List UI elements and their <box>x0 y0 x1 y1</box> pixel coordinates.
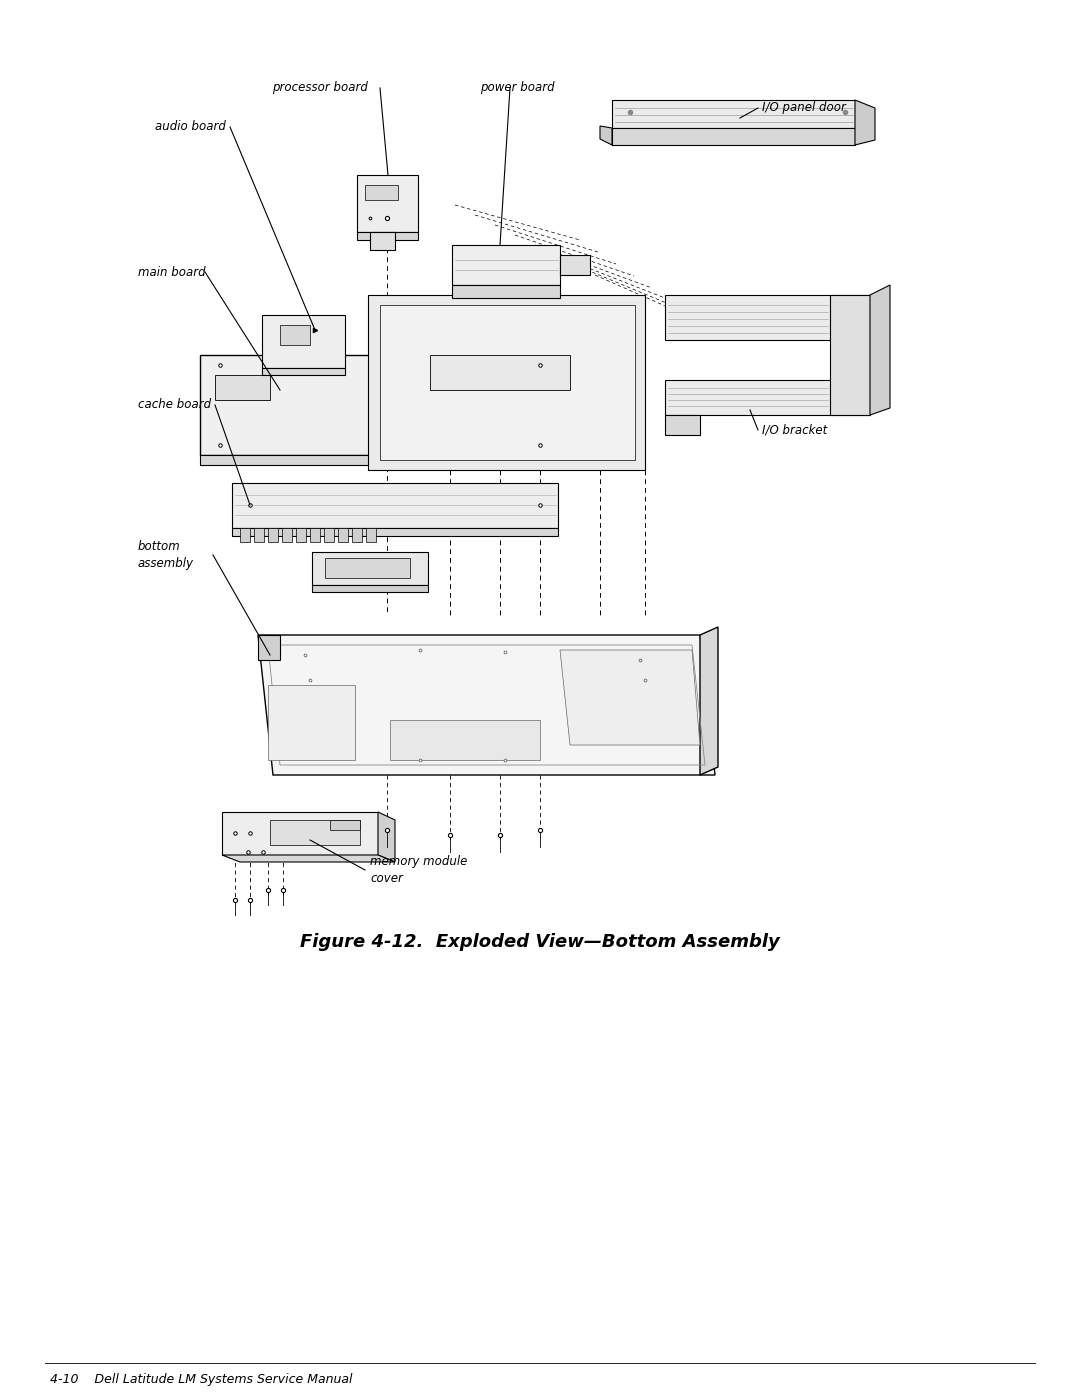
Polygon shape <box>254 528 264 542</box>
Polygon shape <box>232 483 558 528</box>
Polygon shape <box>378 812 395 862</box>
Polygon shape <box>453 244 561 285</box>
Polygon shape <box>312 552 428 585</box>
Text: I/O bracket: I/O bracket <box>762 423 827 436</box>
Polygon shape <box>600 126 612 145</box>
Polygon shape <box>270 820 360 845</box>
Polygon shape <box>352 528 362 542</box>
Polygon shape <box>561 650 700 745</box>
Polygon shape <box>368 295 645 469</box>
Polygon shape <box>855 101 875 145</box>
Polygon shape <box>357 175 418 232</box>
Polygon shape <box>268 528 278 542</box>
Polygon shape <box>700 627 718 775</box>
Polygon shape <box>200 355 570 455</box>
Polygon shape <box>612 101 855 129</box>
Polygon shape <box>258 636 715 775</box>
Polygon shape <box>262 314 345 367</box>
Polygon shape <box>268 685 355 760</box>
Polygon shape <box>831 295 870 415</box>
Polygon shape <box>280 326 310 345</box>
Text: bottom
assembly: bottom assembly <box>138 541 194 570</box>
Polygon shape <box>310 528 320 542</box>
Polygon shape <box>430 355 570 390</box>
Text: audio board: audio board <box>156 120 226 134</box>
Text: Figure 4-12.  Exploded View—Bottom Assembly: Figure 4-12. Exploded View—Bottom Assemb… <box>300 933 780 951</box>
Polygon shape <box>665 415 700 434</box>
Polygon shape <box>262 367 345 374</box>
Polygon shape <box>390 719 540 760</box>
Polygon shape <box>200 455 570 465</box>
Polygon shape <box>258 636 280 659</box>
Text: power board: power board <box>480 81 555 95</box>
Text: memory module
cover: memory module cover <box>370 855 468 884</box>
Polygon shape <box>312 585 428 592</box>
Polygon shape <box>453 285 561 298</box>
Polygon shape <box>365 184 399 200</box>
Polygon shape <box>215 374 270 400</box>
Polygon shape <box>222 855 395 862</box>
Polygon shape <box>240 528 249 542</box>
Text: 4-10    Dell Latitude LM Systems Service Manual: 4-10 Dell Latitude LM Systems Service Ma… <box>50 1373 352 1386</box>
Polygon shape <box>370 232 395 250</box>
Polygon shape <box>324 528 334 542</box>
Polygon shape <box>325 557 410 578</box>
Polygon shape <box>665 295 870 339</box>
Polygon shape <box>665 380 870 415</box>
Polygon shape <box>870 285 890 415</box>
Polygon shape <box>338 528 348 542</box>
Polygon shape <box>561 256 590 275</box>
Text: I/O panel door: I/O panel door <box>762 102 846 115</box>
Polygon shape <box>282 528 292 542</box>
Polygon shape <box>330 820 360 830</box>
Polygon shape <box>232 528 558 536</box>
Polygon shape <box>296 528 306 542</box>
Polygon shape <box>380 305 635 460</box>
Text: cache board: cache board <box>138 398 211 412</box>
Text: processor board: processor board <box>272 81 368 95</box>
Polygon shape <box>612 129 855 145</box>
Polygon shape <box>357 232 418 240</box>
Polygon shape <box>366 528 376 542</box>
Polygon shape <box>222 812 378 855</box>
Text: main board: main board <box>138 265 205 278</box>
